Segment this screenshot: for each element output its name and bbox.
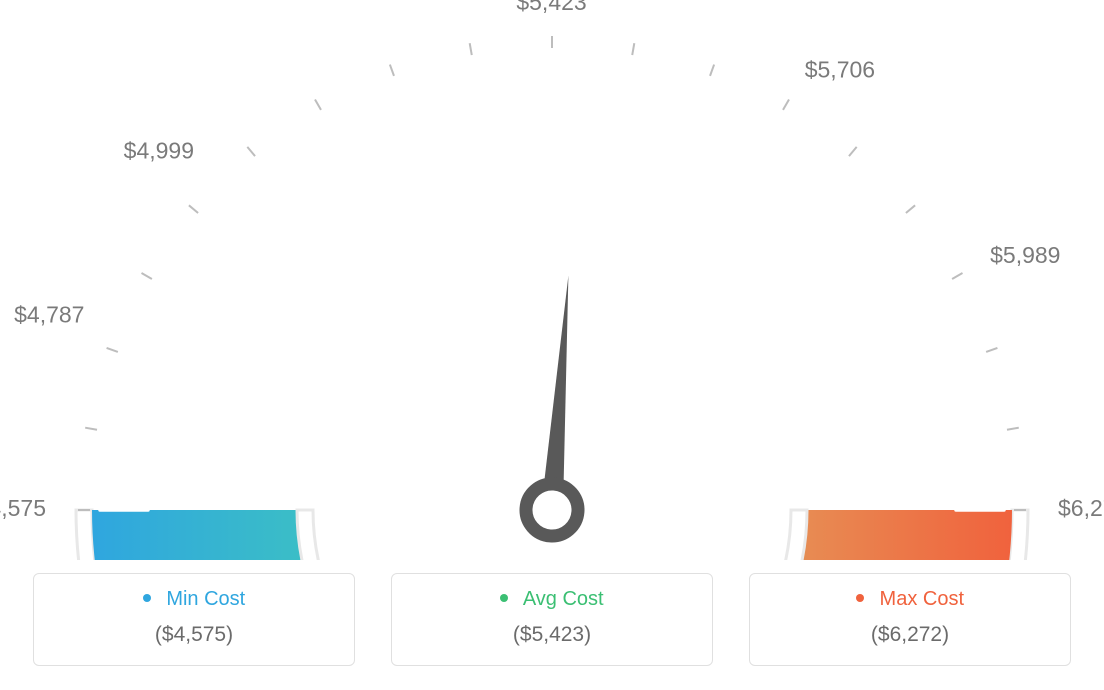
legend-card-max: Max Cost ($6,272) — [749, 573, 1071, 666]
gauge-scale-label: $4,575 — [0, 495, 46, 521]
legend-dot-avg — [500, 594, 508, 602]
gauge-scale-label: $5,706 — [805, 57, 875, 83]
legend-value-max: ($6,272) — [760, 623, 1060, 647]
legend-card-avg: Avg Cost ($5,423) — [391, 573, 713, 666]
legend-row: Min Cost ($4,575) Avg Cost ($5,423) Max … — [0, 573, 1104, 666]
gauge-scale-label: $4,787 — [14, 302, 84, 328]
gauge-scale-label: $6,272 — [1058, 495, 1104, 521]
gauge-scale-label: $4,999 — [124, 137, 194, 163]
legend-dot-min — [143, 594, 151, 602]
legend-label-avg: Avg Cost — [523, 588, 604, 610]
cost-gauge-chart: $4,575 $4,787 $4,999 $5,423 $5,706 $5,989 $6,2… — [0, 0, 1104, 690]
legend-title-avg: Avg Cost — [402, 588, 702, 611]
gauge-area: $4,575 $4,787 $4,999 $5,423 $5,706 $5,989 $6,2… — [0, 0, 1104, 560]
legend-title-min: Min Cost — [44, 588, 344, 611]
legend-label-max: Max Cost — [880, 588, 964, 610]
legend-title-max: Max Cost — [760, 588, 1060, 611]
gauge-scale-label: $5,989 — [990, 242, 1060, 268]
gauge-scale-label: $5,423 — [516, 0, 586, 15]
legend-label-min: Min Cost — [166, 588, 245, 610]
legend-card-min: Min Cost ($4,575) — [33, 573, 355, 666]
gauge-needle — [524, 274, 594, 538]
legend-dot-max — [856, 594, 864, 602]
legend-value-avg: ($5,423) — [402, 623, 702, 647]
legend-value-min: ($4,575) — [44, 623, 344, 647]
